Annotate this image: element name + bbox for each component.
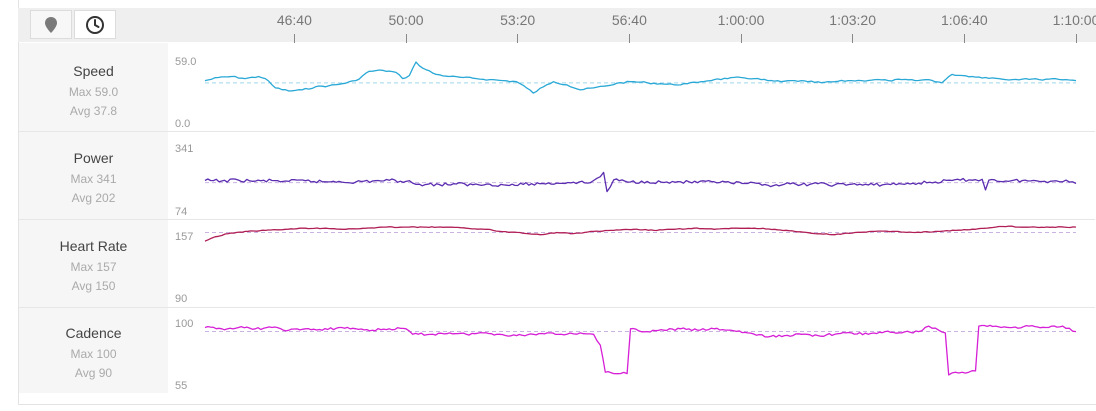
time-tick-mark xyxy=(405,34,407,43)
y-axis-bottom-label: 55 xyxy=(175,380,187,392)
y-axis-bottom-label: 0.0 xyxy=(175,118,190,130)
cadence-series-line xyxy=(204,324,1077,376)
metric-max: Max 100 xyxy=(70,347,117,361)
metric-avg: Avg 90 xyxy=(74,366,113,380)
map-pin-icon xyxy=(45,16,57,33)
toolbar xyxy=(18,8,1096,42)
power-label: Power Max 341 Avg 202 xyxy=(19,150,168,205)
time-tick-mark xyxy=(628,34,630,43)
metric-name: Cadence xyxy=(65,325,122,341)
time-tick-label: 46:40 xyxy=(276,12,312,28)
time-tick-mark xyxy=(852,34,854,43)
heart-rate-label: Heart Rate Max 157 Avg 150 xyxy=(19,238,168,293)
time-tick-label: 1:03:20 xyxy=(829,12,876,28)
metric-name: Heart Rate xyxy=(59,238,128,254)
metric-label-column xyxy=(19,43,168,393)
y-axis-top-label: 341 xyxy=(175,143,193,155)
metric-avg: Avg 202 xyxy=(71,191,116,205)
cadence-label: Cadence Max 100 Avg 90 xyxy=(19,325,168,380)
chart-frame xyxy=(18,0,1096,405)
metric-name: Power xyxy=(73,150,114,166)
y-axis-bottom-label: 90 xyxy=(175,293,187,305)
speed-series-line xyxy=(204,61,1077,94)
metric-max: Max 157 xyxy=(70,260,117,274)
row-divider xyxy=(19,219,1095,220)
y-axis-top-label: 100 xyxy=(175,318,193,330)
clock-icon xyxy=(86,15,104,34)
y-axis-bottom-label: 74 xyxy=(175,206,187,218)
time-tick-label: 1:10:00 xyxy=(1052,12,1096,28)
time-tick-mark xyxy=(740,34,742,43)
metric-avg: Avg 37.8 xyxy=(69,104,118,118)
power-series-line xyxy=(204,171,1077,193)
heart-rate-series-line xyxy=(204,225,1077,242)
map-view-button[interactable] xyxy=(30,10,72,39)
time-tick-mark xyxy=(293,34,295,43)
metric-avg: Avg 150 xyxy=(71,279,116,293)
time-tick-label: 53:20 xyxy=(500,12,536,28)
time-tick-label: 1:06:40 xyxy=(940,12,988,28)
metric-name: Speed xyxy=(73,63,114,79)
speed-label: Speed Max 59.0 Avg 37.8 xyxy=(19,63,168,118)
metric-max: Max 59.0 xyxy=(68,85,119,99)
time-tick-label: 1:00:00 xyxy=(717,12,765,28)
time-tick-mark xyxy=(963,34,965,43)
time-tick-mark xyxy=(1075,34,1077,43)
row-divider xyxy=(19,307,1095,308)
y-axis-top-label: 157 xyxy=(175,231,193,243)
time-view-button[interactable] xyxy=(74,10,116,39)
time-tick-mark xyxy=(517,34,519,43)
time-tick-label: 56:40 xyxy=(611,12,647,28)
y-axis-top-label: 59.0 xyxy=(175,56,196,68)
row-divider xyxy=(19,131,1095,132)
time-tick-label: 50:00 xyxy=(388,12,424,28)
metric-max: Max 341 xyxy=(70,172,117,186)
